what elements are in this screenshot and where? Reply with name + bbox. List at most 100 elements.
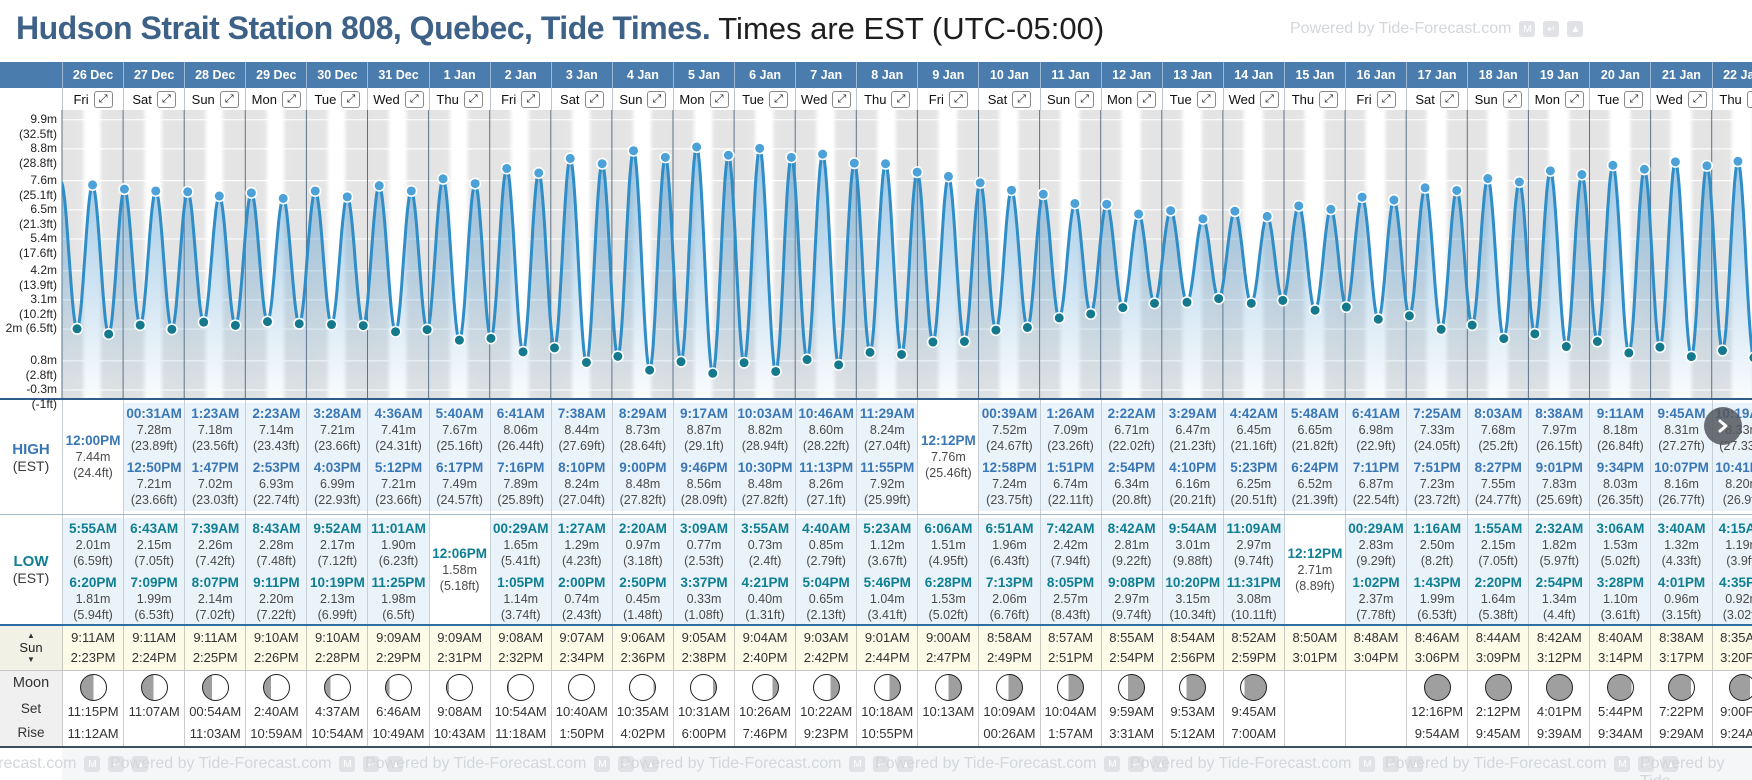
expand-day-button[interactable]: ⤢	[948, 90, 968, 108]
sun-row-label: ▲ Sun ▼	[0, 626, 62, 670]
date-label: 8 Jan	[871, 68, 904, 82]
expand-day-button[interactable]: ⤢	[156, 90, 176, 108]
tide-height-m: 7.55m	[1480, 477, 1516, 491]
watermark-footer: Powered by Tide-Forecast.com M ↵ ▲	[1385, 755, 1679, 773]
expand-day-button[interactable]: ⤢	[281, 90, 301, 108]
expand-day-button[interactable]: ⤢	[1260, 90, 1280, 108]
tide-entry: 3:28PM 1.10m (3.61ft)	[1590, 572, 1651, 624]
sun-cell: 9:09AM 2:31PM	[428, 626, 490, 670]
tide-height-ft: (23.75ft)	[986, 493, 1033, 507]
tide-height-m: 7.23m	[1419, 477, 1455, 491]
weekday-cell: Sun ⤢	[1467, 88, 1528, 110]
watermark-icon: ▲	[1567, 21, 1584, 37]
low-tide-cell: 00:29AM 1.65m (5.41ft) 1:05PM 1.14m (3.74ft)	[489, 515, 551, 624]
expand-day-button[interactable]: ⤢	[1502, 90, 1522, 108]
tide-height-m: 1.65m	[503, 538, 539, 552]
expand-day-button[interactable]: ⤢	[1687, 90, 1707, 108]
expand-day-button[interactable]: ⤢	[709, 90, 729, 108]
date-header-cell: 6 Jan	[734, 62, 795, 88]
next-period-button[interactable]	[1704, 407, 1742, 445]
expand-day-button[interactable]: ⤢	[1746, 90, 1752, 108]
watermark-icon: ↵	[363, 756, 380, 772]
moon-phase-icon	[1484, 674, 1512, 701]
expand-day-button[interactable]: ⤢	[1624, 90, 1644, 108]
tide-entry: 7:16PM 7.89m (25.89ft)	[490, 457, 551, 511]
tide-height-ft: (22.54ft)	[1352, 493, 1400, 507]
expand-day-button[interactable]: ⤢	[463, 90, 483, 108]
tide-entry: 6:17PM 7.49m (24.57ft)	[429, 457, 490, 511]
moonrise-time: 9:29AM	[1659, 726, 1704, 741]
expand-day-button[interactable]: ⤢	[1439, 90, 1459, 108]
tide-height-ft: (3.15ft)	[1661, 608, 1702, 622]
tide-height-ft: (23.43ft)	[253, 439, 300, 453]
expand-day-button[interactable]: ⤢	[521, 90, 541, 108]
watermark-text: Powered by Tide-Forecast.com	[875, 755, 1097, 772]
tide-time: 8:42AM	[1107, 521, 1156, 536]
expand-day-button[interactable]: ⤢	[1012, 90, 1032, 108]
watermark-icon: M	[84, 756, 101, 772]
tide-height-m: 7.14m	[258, 423, 294, 437]
tide-time: 00:39AM	[981, 406, 1038, 421]
tide-height-ft: (8.43ft)	[1050, 608, 1091, 622]
tide-height-ft: (7.02ft)	[195, 608, 236, 622]
tide-height-m: 2.42m	[1053, 538, 1088, 552]
sunrise-time: 9:04AM	[742, 630, 788, 645]
tide-time: 00:29AM	[1348, 521, 1404, 536]
expand-day-button[interactable]: ⤢	[1564, 90, 1584, 108]
moon-phase-icon	[140, 674, 168, 701]
tide-entry: 2:00PM 0.74m (2.43ft)	[551, 572, 612, 624]
moon-cell: 7:22PM 9:29AM	[1650, 671, 1711, 746]
moon-cell: 10:40AM 1:50PM	[550, 671, 612, 746]
moonrise-time: 00:26AM	[983, 726, 1036, 741]
high-label: HIGH	[12, 440, 50, 458]
low-tz-label: (EST)	[12, 570, 50, 586]
tide-height-ft: (3.02ft)	[1722, 608, 1752, 622]
date-header-cell: 2 Jan	[489, 62, 551, 88]
tide-entry: 9:34PM 8.03m (26.35ft)	[1590, 457, 1651, 511]
sunset-time: 2:38PM	[681, 650, 727, 665]
date-label: 19 Jan	[1539, 68, 1579, 82]
tide-entry: 2:20PM 1.64m (5.38ft)	[1468, 572, 1529, 624]
tide-entry: 4:01PM 0.96m (3.15ft)	[1651, 572, 1712, 624]
expand-day-button[interactable]: ⤢	[219, 90, 239, 108]
weekday-label: Sat	[132, 91, 152, 107]
tide-height-ft: (27.1ft)	[806, 493, 846, 507]
tide-height-ft: (10.11ft)	[1231, 608, 1277, 622]
tide-height-ft: (24.67ft)	[986, 439, 1033, 453]
expand-day-button[interactable]: ⤢	[404, 90, 424, 108]
low-tide-cell: 8:43AM 2.28m (7.48ft) 9:11PM 2.20m (7.22ft)	[245, 515, 307, 624]
expand-day-button[interactable]: ⤢	[1376, 90, 1396, 108]
expand-day-button[interactable]: ⤢	[891, 90, 911, 108]
expand-day-button[interactable]: ⤢	[769, 90, 789, 108]
expand-day-button[interactable]: ⤢	[341, 90, 361, 108]
weekday-cell: Mon ⤢	[245, 88, 306, 110]
tide-height-m: 6.65m	[1297, 423, 1333, 437]
expand-day-button[interactable]: ⤢	[1137, 90, 1157, 108]
tide-entry: 5:23PM 6.25m (20.51ft)	[1223, 457, 1284, 511]
tide-time: 3:09AM	[679, 521, 728, 536]
tide-time: 8:29AM	[618, 406, 667, 421]
expand-day-button[interactable]: ⤢	[93, 90, 113, 108]
expand-day-button[interactable]: ⤢	[832, 90, 852, 108]
expand-day-button[interactable]: ⤢	[1075, 90, 1095, 108]
sunset-time: 3:04PM	[1353, 650, 1399, 665]
tide-height-m: 1.51m	[930, 538, 966, 552]
expand-day-button[interactable]: ⤢	[1196, 90, 1216, 108]
tide-entry: 7:09PM 1.99m (6.53ft)	[124, 572, 185, 624]
moon-label: Moon	[12, 675, 50, 691]
expand-day-button[interactable]: ⤢	[1319, 90, 1339, 108]
watermark-icon: ▲	[897, 756, 914, 772]
tide-height-m: 0.40m	[747, 592, 783, 606]
tide-height-m: 6.99m	[320, 477, 355, 491]
tide-entry: 1:16AM 2.50m (8.2ft)	[1407, 518, 1468, 572]
expand-day-button[interactable]: ⤢	[584, 90, 604, 108]
tide-time: 12:00PM	[65, 433, 121, 448]
tide-time: 9:11AM	[1596, 406, 1645, 421]
tide-height-ft: (5.97ft)	[1539, 554, 1580, 568]
date-label: 16 Jan	[1356, 68, 1396, 82]
tide-time: 9:00PM	[619, 460, 667, 475]
tide-entry: 6:41AM 8.06m (26.44ft)	[490, 403, 551, 457]
expand-day-button[interactable]: ⤢	[647, 90, 667, 108]
date-header-cell: 11 Jan	[1039, 62, 1101, 88]
tide-time: 6:41AM	[1352, 406, 1401, 421]
